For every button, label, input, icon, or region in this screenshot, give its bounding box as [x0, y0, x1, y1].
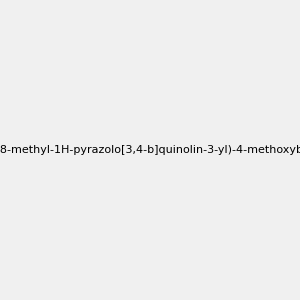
Text: N-(1-ethyl-8-methyl-1H-pyrazolo[3,4-b]quinolin-3-yl)-4-methoxybenzamide: N-(1-ethyl-8-methyl-1H-pyrazolo[3,4-b]qu…: [0, 145, 300, 155]
